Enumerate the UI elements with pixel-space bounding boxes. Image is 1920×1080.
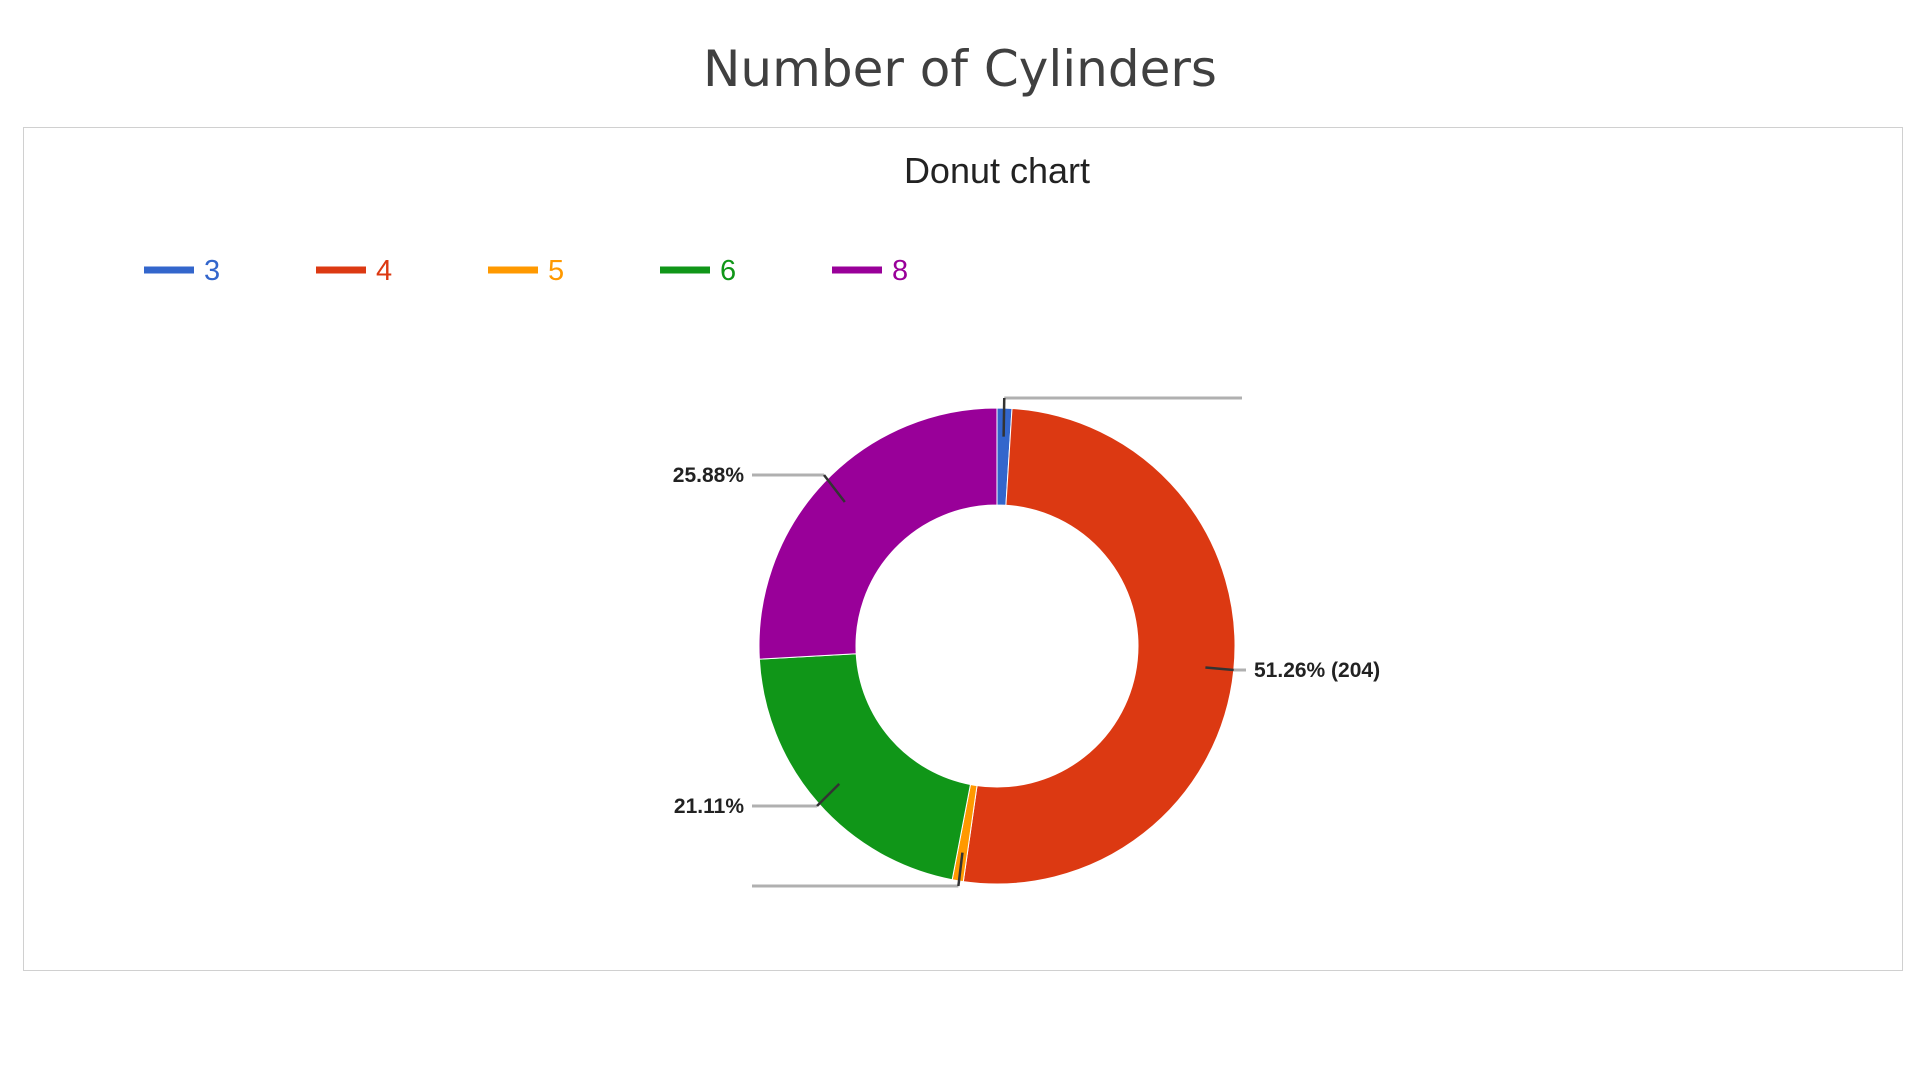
leader-line-6-tick <box>816 782 841 807</box>
chart-title: Donut chart <box>904 150 1090 191</box>
chart-legend: 3 4 5 6 8 <box>144 255 908 287</box>
leader-line-3-tick <box>1002 397 1006 437</box>
donut-slice-4 <box>962 407 1236 885</box>
page-title: Number of Cylinders <box>703 40 1217 98</box>
legend-label-5: 5 <box>548 255 564 287</box>
data-label-4: 51.26% (204) <box>1254 659 1380 682</box>
leader-line-4-tick <box>1205 666 1234 672</box>
legend-label-6: 6 <box>720 255 736 287</box>
data-labels: 51.26% (204) 21.11% 25.88% <box>673 396 1380 888</box>
chart-frame: Donut chart 3 4 5 6 8 51.26% (204) 21.11% 25.8… <box>23 127 1903 971</box>
legend-label-4: 4 <box>376 255 392 287</box>
data-label-6: 21.11% <box>674 795 744 818</box>
donut-slices <box>758 407 1236 885</box>
leader-line-5-tick <box>957 852 964 887</box>
leader-line-8-tick <box>823 474 846 503</box>
legend-label-8: 8 <box>892 255 908 287</box>
legend-label-3: 3 <box>204 255 220 287</box>
donut-slice-6 <box>758 653 972 881</box>
donut-slice-8 <box>758 407 998 660</box>
data-label-8: 25.88% <box>673 464 745 487</box>
donut-chart: Donut chart 3 4 5 6 8 51.26% (204) 21.11% 25.8… <box>144 150 1380 888</box>
